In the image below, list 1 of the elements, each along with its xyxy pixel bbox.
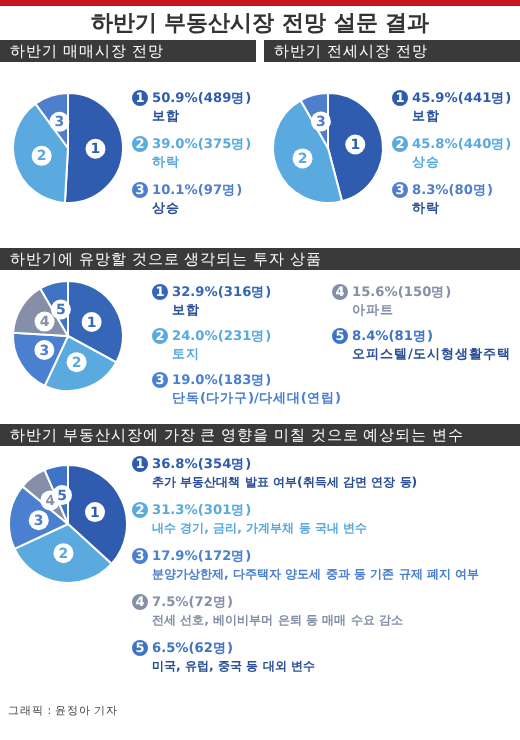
chart-title: 하반기 부동산시장 전망 설문 결과 bbox=[88, 8, 432, 38]
